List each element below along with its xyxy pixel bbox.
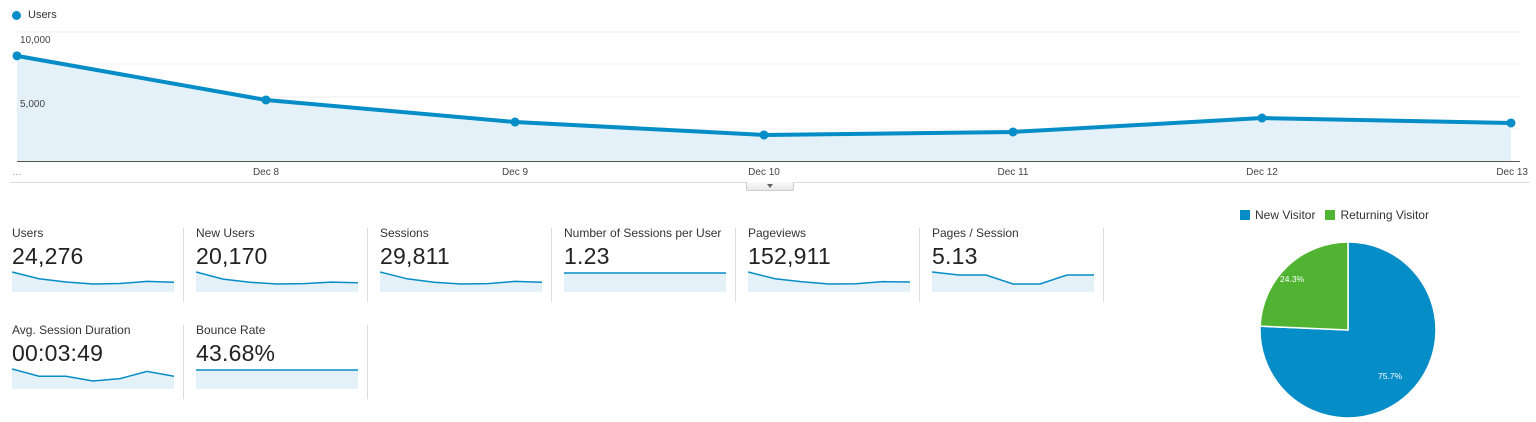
x-tick-dec13: Dec 13 xyxy=(1496,167,1528,178)
metric-bounce-rate[interactable]: Bounce Rate 43.68% xyxy=(184,321,368,401)
metric-value: 1.23 xyxy=(564,243,610,269)
metric-sessions-per-user[interactable]: Number of Sessions per User 1.23 xyxy=(552,224,736,304)
data-point[interactable] xyxy=(510,117,520,127)
x-tick-dec9: Dec 9 xyxy=(501,167,529,178)
metric-users[interactable]: Users 24,276 xyxy=(0,224,184,304)
data-point[interactable] xyxy=(759,130,769,140)
pie-label-new-visitor: 75.7% xyxy=(1378,371,1403,381)
data-point[interactable] xyxy=(1008,127,1018,137)
data-point[interactable] xyxy=(1257,113,1267,123)
legend-swatch-icon xyxy=(1240,210,1250,220)
sparkline xyxy=(196,271,358,292)
metric-value: 24,276 xyxy=(12,243,84,269)
metric-value: 43.68% xyxy=(196,340,276,366)
metric-label: Users xyxy=(12,226,44,240)
legend-dot-icon xyxy=(12,10,21,20)
chevron-down-icon xyxy=(767,184,773,188)
legend-label: New Visitor xyxy=(1255,208,1316,222)
legend-label: Users xyxy=(28,9,57,21)
users-over-time-chart: Users 10,000 5,000 … Dec 8 Dec 9 Dec 10 … xyxy=(0,0,1536,200)
pie-label-returning-visitor: 24.3% xyxy=(1280,274,1305,284)
metric-label: Sessions xyxy=(380,226,429,240)
metric-label: Bounce Rate xyxy=(196,323,266,337)
legend-label: Returning Visitor xyxy=(1340,208,1429,222)
metric-value: 152,911 xyxy=(748,243,831,269)
metric-avg-session-duration[interactable]: Avg. Session Duration 00:03:49 xyxy=(0,321,184,401)
x-tick-dec10: Dec 10 xyxy=(748,167,780,178)
data-points[interactable] xyxy=(12,51,1516,140)
data-point[interactable] xyxy=(12,51,22,61)
metric-pages-per-session[interactable]: Pages / Session 5.13 xyxy=(920,224,1104,304)
users-area-fill xyxy=(17,55,1511,161)
sparkline xyxy=(12,271,174,292)
pie-slice-returning-visitor[interactable] xyxy=(1259,241,1349,331)
sparkline xyxy=(564,272,726,292)
sparkline xyxy=(12,368,174,389)
y-tick-10000: 10,000 xyxy=(20,35,51,46)
sparkline xyxy=(380,271,542,292)
visitor-type-pie-chart: 75.7% 24.3% xyxy=(1259,241,1437,419)
metric-label: Pages / Session xyxy=(932,226,1019,240)
sparkline xyxy=(748,271,910,292)
collapse-chart-toggle[interactable] xyxy=(746,182,794,191)
data-point[interactable] xyxy=(261,95,271,105)
metric-value: 20,170 xyxy=(196,243,268,269)
legend-item-new-visitor[interactable]: New Visitor xyxy=(1240,208,1315,222)
chart-legend[interactable]: Users xyxy=(12,9,57,21)
x-tick-dec11: Dec 11 xyxy=(997,167,1029,178)
x-tick-start: … xyxy=(12,167,22,178)
metric-value: 5.13 xyxy=(932,243,978,269)
metric-label: New Users xyxy=(196,226,255,240)
metric-label: Pageviews xyxy=(748,226,807,240)
sparkline xyxy=(196,369,358,389)
metric-pageviews[interactable]: Pageviews 152,911 xyxy=(736,224,920,304)
pie-legend: New Visitor Returning Visitor xyxy=(1240,208,1439,222)
x-tick-dec8: Dec 8 xyxy=(252,167,280,178)
metric-value: 00:03:49 xyxy=(12,340,104,366)
metric-sessions[interactable]: Sessions 29,811 xyxy=(368,224,552,304)
x-tick-dec12: Dec 12 xyxy=(1246,167,1278,178)
y-tick-5000: 5,000 xyxy=(20,99,46,110)
legend-swatch-icon xyxy=(1325,210,1336,220)
metric-new-users[interactable]: New Users 20,170 xyxy=(184,224,368,304)
metric-label: Avg. Session Duration xyxy=(12,323,131,337)
legend-item-returning-visitor[interactable]: Returning Visitor xyxy=(1325,208,1429,222)
data-point[interactable] xyxy=(1506,118,1516,128)
sparkline xyxy=(932,271,1094,292)
metric-value: 29,811 xyxy=(380,243,450,269)
metric-label: Number of Sessions per User xyxy=(564,226,722,240)
